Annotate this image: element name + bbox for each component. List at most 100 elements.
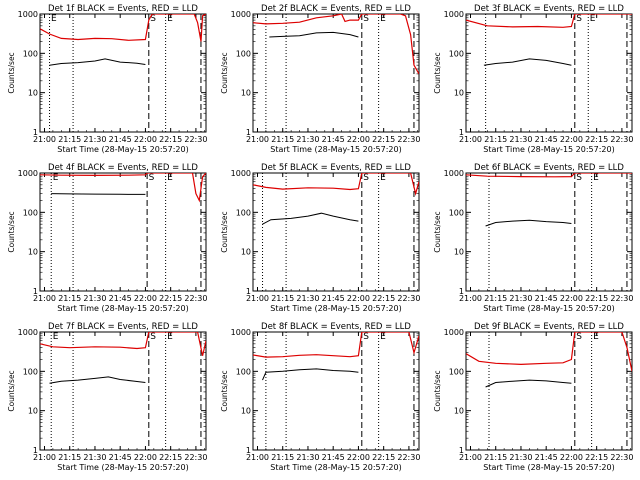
panel-det-2: Det 2f BLACK = Events, RED = LLD 21:00 21:… (220, 4, 420, 154)
x-tick-label: 22:15 (585, 453, 608, 462)
y-axis-label: Counts/sec (433, 211, 442, 252)
x-tick-label: 22:15 (372, 294, 395, 303)
x-tick-label: 21:15 (484, 135, 507, 144)
x-tick-label: 21:00 (459, 135, 482, 144)
panel-title: Det 7f BLACK = Events, RED = LLD (48, 322, 198, 332)
series-events-line (262, 212, 359, 225)
y-tick-label: 1000 (18, 169, 38, 178)
plot-frame (465, 13, 633, 133)
marker-label: S (363, 14, 369, 24)
x-tick-label: 21:00 (246, 135, 269, 144)
marker-label: E (593, 332, 599, 342)
x-tick-label: 22:00 (560, 135, 583, 144)
series-lld-line (466, 332, 632, 372)
x-tick-label: 21:00 (459, 294, 482, 303)
x-tick-label: 21:30 (296, 294, 319, 303)
panel-title: Det 2f BLACK = Events, RED = LLD (261, 4, 411, 14)
marker-label: S (576, 14, 582, 24)
y-tick-label: 10 (454, 248, 464, 257)
y-tick-label: 10 (241, 89, 251, 98)
series-events-line (485, 219, 572, 227)
y-tick-label: 100 (236, 367, 251, 376)
marker-label: E (167, 173, 173, 183)
y-tick-label: 1 (246, 446, 251, 455)
plot-frame (39, 13, 207, 133)
x-tick-label: 22:30 (610, 135, 633, 144)
series-lld-line (40, 14, 206, 42)
y-tick-label: 10 (28, 407, 38, 416)
x-tick-label: 21:00 (459, 453, 482, 462)
y-tick-label: 1000 (444, 328, 464, 337)
y-tick-label: 100 (23, 49, 38, 58)
y-axis-label: Counts/sec (7, 211, 16, 252)
y-tick-label: 100 (236, 208, 251, 217)
x-tick-label: 21:00 (33, 135, 56, 144)
x-axis-label: Start Time (28-May-15 20:57:20) (270, 145, 401, 154)
marker-label: S (363, 173, 369, 183)
x-tick-label: 22:15 (159, 294, 182, 303)
marker-label: S (363, 332, 369, 342)
x-tick-label: 21:15 (58, 135, 81, 144)
x-tick-label: 22:30 (610, 453, 633, 462)
marker-label: E (53, 173, 59, 183)
panel-title: Det 3f BLACK = Events, RED = LLD (474, 4, 624, 14)
y-axis-label: Counts/sec (7, 52, 16, 93)
series-events-line (269, 31, 359, 38)
x-tick-label: 21:15 (271, 294, 294, 303)
y-tick-label: 10 (454, 89, 464, 98)
x-tick-label: 22:15 (372, 453, 395, 462)
x-tick-label: 22:15 (159, 453, 182, 462)
panel-title: Det 6f BLACK = Events, RED = LLD (474, 163, 624, 173)
x-tick-label: 22:00 (560, 294, 583, 303)
marker-label: E (167, 332, 173, 342)
x-tick-label: 22:15 (585, 294, 608, 303)
x-tick-label: 22:30 (397, 294, 420, 303)
y-tick-label: 10 (241, 407, 251, 416)
y-tick-label: 10 (28, 89, 38, 98)
y-axis-label: Counts/sec (220, 370, 229, 411)
y-tick-label: 1 (33, 128, 38, 137)
series-events-line (49, 58, 146, 66)
panel-title: Det 4f BLACK = Events, RED = LLD (48, 163, 198, 173)
y-tick-label: 100 (449, 208, 464, 217)
series-lld-line (253, 173, 419, 196)
x-tick-label: 21:45 (535, 294, 558, 303)
x-tick-label: 21:45 (322, 135, 345, 144)
y-tick-label: 1 (246, 287, 251, 296)
x-tick-label: 21:45 (109, 135, 132, 144)
plot-frame (465, 172, 633, 292)
x-tick-label: 22:00 (134, 135, 157, 144)
x-axis-label: Start Time (28-May-15 20:57:20) (57, 145, 188, 154)
x-tick-label: 21:30 (296, 135, 319, 144)
x-axis-label: Start Time (28-May-15 20:57:20) (270, 304, 401, 313)
series-events-line (262, 368, 359, 381)
x-tick-label: 21:45 (535, 135, 558, 144)
plot-frame (252, 172, 420, 292)
x-tick-label: 22:00 (134, 453, 157, 462)
marker-label: S (576, 173, 582, 183)
x-tick-label: 22:00 (560, 453, 583, 462)
series-lld-line (253, 14, 419, 75)
series-lld-line (40, 173, 206, 203)
marker-label: E (380, 332, 386, 342)
x-tick-label: 21:30 (83, 135, 106, 144)
y-tick-label: 1000 (18, 328, 38, 337)
marker-label: E (167, 14, 173, 24)
y-tick-label: 1000 (231, 10, 251, 19)
marker-label: E (380, 173, 386, 183)
x-tick-label: 21:15 (58, 453, 81, 462)
x-axis-label: Start Time (28-May-15 20:57:20) (483, 463, 614, 472)
x-tick-label: 22:00 (347, 294, 370, 303)
y-axis-label: Counts/sec (433, 52, 442, 93)
x-tick-label: 21:15 (484, 294, 507, 303)
x-tick-label: 21:30 (296, 453, 319, 462)
y-axis-label: Counts/sec (7, 370, 16, 411)
y-tick-label: 1000 (444, 169, 464, 178)
y-tick-label: 1000 (231, 169, 251, 178)
x-tick-label: 21:00 (246, 453, 269, 462)
y-tick-label: 10 (454, 407, 464, 416)
